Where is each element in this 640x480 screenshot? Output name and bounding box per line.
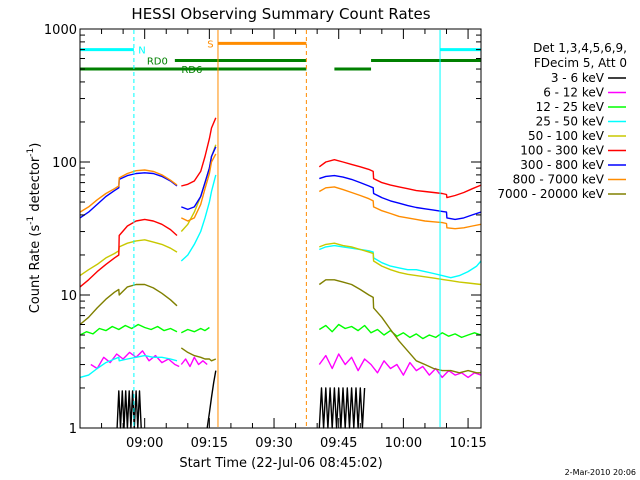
flag-layer: N S RD0 RD6 — [80, 39, 481, 76]
x-tick-label: 09:30 — [255, 436, 292, 451]
legend-entry-label: 12 - 25 keV — [536, 100, 605, 114]
legend-header-1: Det 1,3,4,5,6,9, — [533, 41, 627, 55]
series-line — [180, 326, 210, 334]
axis-layer: 1 10 100 1000 09:00 09:15 09:30 09:45 10:00 10:15 — [44, 23, 487, 451]
y-axis-title-sup2: -1 — [26, 148, 36, 157]
series-line — [79, 323, 178, 336]
y-tick-label: 1 — [69, 422, 77, 437]
series-line — [318, 323, 482, 340]
series-line — [79, 172, 178, 219]
series-line — [180, 174, 217, 262]
plot-frame — [79, 28, 482, 429]
legend-entry-label: 25 - 50 keV — [536, 115, 605, 129]
x-tick-label: 10:00 — [385, 436, 422, 451]
series-line — [319, 244, 482, 279]
legend-entry-label: 50 - 100 keV — [528, 129, 605, 143]
series-line — [116, 390, 142, 429]
series-line — [319, 174, 482, 221]
series-line — [318, 353, 482, 379]
series-line — [79, 239, 178, 277]
y-tick-label: 1000 — [44, 23, 77, 38]
series-line — [181, 117, 217, 187]
series-line — [318, 387, 366, 429]
series-line — [79, 283, 178, 326]
flag-label: S — [207, 39, 213, 50]
y-axis-title-sup1: -1 — [26, 216, 36, 225]
y-axis-title-main: Count Rate (s — [28, 225, 43, 314]
legend-entry-label: 3 - 6 keV — [551, 71, 605, 85]
y-tick-label: 10 — [60, 289, 77, 304]
y-axis-title: Count Rate (s-1 detector-1) — [26, 143, 43, 314]
series-layer — [79, 117, 482, 429]
legend-entry-label: 100 - 300 keV — [520, 144, 604, 158]
y-tick-label: 100 — [52, 156, 77, 171]
series-line — [318, 279, 481, 374]
x-tick-label: 10:15 — [449, 436, 486, 451]
series-line — [318, 186, 482, 230]
series-line — [79, 218, 178, 288]
y-axis-title-end: ) — [28, 143, 43, 148]
x-tick-label: 09:15 — [191, 436, 228, 451]
x-tick-label: 09:00 — [126, 436, 163, 451]
legend: Det 1,3,4,5,6,9, FDecim 5, Att 0 3 - 6 k… — [497, 41, 627, 201]
series-line — [181, 146, 217, 211]
legend-entry-label: 800 - 7000 keV — [513, 173, 605, 187]
chart-title: HESSI Observing Summary Count Rates — [131, 5, 430, 23]
y-axis-title-mid: detector — [28, 156, 43, 216]
series-line — [180, 153, 217, 222]
footer-timestamp: 2-Mar-2010 20:06 — [565, 468, 636, 477]
flag-label: RD6 — [181, 65, 202, 76]
flag-label: N — [138, 46, 145, 57]
series-line — [79, 169, 178, 213]
legend-entry-label: 300 - 800 keV — [520, 158, 604, 172]
series-line — [180, 347, 217, 362]
legend-header-2: FDecim 5, Att 0 — [534, 56, 627, 70]
series-line — [318, 158, 482, 199]
series-line — [319, 242, 482, 286]
series-line — [180, 356, 208, 368]
series-line — [206, 370, 217, 429]
legend-entry-label: 6 - 12 keV — [543, 86, 605, 100]
flag-label: RD0 — [147, 56, 168, 67]
x-axis-title: Start Time (22-Jul-06 08:45:02) — [179, 456, 382, 471]
series-line — [79, 354, 178, 379]
legend-entry-label: 7000 - 20000 keV — [497, 187, 604, 201]
x-tick-label: 09:45 — [320, 436, 357, 451]
